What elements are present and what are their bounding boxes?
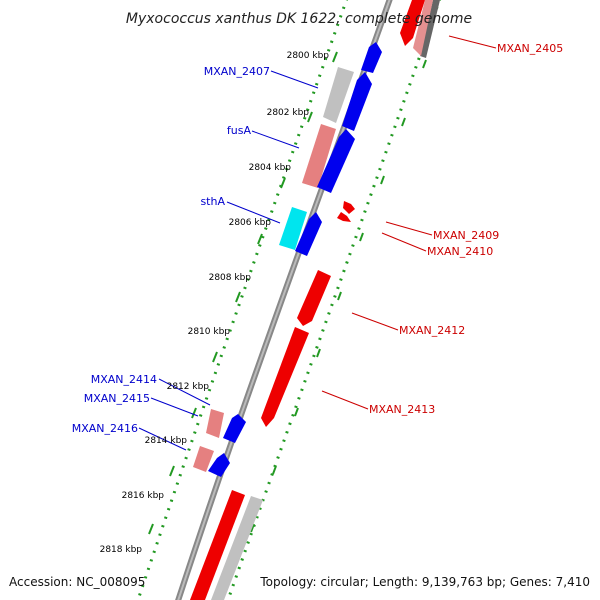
gene-label-sthA[interactable]: sthA: [200, 195, 225, 208]
cds-mxan-2409[interactable]: [343, 201, 355, 214]
gene-label-fusA[interactable]: fusA: [227, 124, 252, 137]
gene-label-mxan-2410[interactable]: MXAN_2410: [427, 245, 493, 258]
cds-mxan-2410[interactable]: [337, 212, 351, 222]
left-leader-lines: [138, 70, 319, 451]
tick-label-2804: 2804 kbp: [249, 163, 292, 173]
cds-lower-red[interactable]: [190, 490, 245, 600]
cds-fusA[interactable]: [317, 129, 355, 193]
gene-label-mxan-2415[interactable]: MXAN_2415: [84, 392, 150, 405]
tick-label-2810: 2810 kbp: [188, 327, 231, 337]
gene-mxan-2405[interactable]: [420, 0, 440, 58]
gene-mxan-2405-shade[interactable]: [413, 0, 433, 56]
cds-upper-blue-1[interactable]: [361, 42, 382, 73]
gene-label-mxan-2409[interactable]: MXAN_2409: [433, 229, 499, 242]
tick-label-2816: 2816 kbp: [122, 491, 165, 501]
gene-mxan-2416[interactable]: [193, 446, 214, 472]
gene-label-mxan-2405[interactable]: MXAN_2405: [497, 42, 563, 55]
cds-mxan-2412[interactable]: [297, 270, 331, 326]
cds-mxan-2407[interactable]: [342, 72, 372, 131]
gene-lower-grey[interactable]: [211, 496, 263, 600]
cds-sthA[interactable]: [295, 212, 322, 256]
tick-label-2800: 2800 kbp: [287, 51, 330, 61]
gene-label-mxan-2407[interactable]: MXAN_2407: [204, 65, 270, 78]
tick-label-2802: 2802 kbp: [267, 108, 310, 118]
inner-ring-tick-marks: [148, 51, 338, 535]
gene-label-mxan-2414[interactable]: MXAN_2414: [91, 373, 157, 386]
gene-fusA[interactable]: [302, 124, 336, 188]
tick-label-2806: 2806 kbp: [229, 218, 272, 228]
tick-label-2818: 2818 kbp: [100, 545, 143, 555]
gene-sthA[interactable]: [279, 207, 307, 250]
gene-label-mxan-2412[interactable]: MXAN_2412: [399, 324, 465, 337]
gene-mxan-2414[interactable]: [206, 409, 224, 438]
cds-mxan-2413[interactable]: [261, 327, 309, 427]
gene-label-mxan-2413[interactable]: MXAN_2413: [369, 403, 435, 416]
cds-mxan-2416[interactable]: [208, 453, 230, 477]
gene-label-mxan-2416[interactable]: MXAN_2416: [72, 422, 138, 435]
cds-mxan-2414[interactable]: [223, 414, 246, 443]
tick-label-2808: 2808 kbp: [209, 273, 252, 283]
right-leader-lines: [321, 35, 497, 410]
outer-dotted-ring: [226, 0, 442, 600]
gene-mxan-2407[interactable]: [323, 67, 354, 123]
tick-label-2812: 2812 kbp: [167, 382, 210, 392]
map-title: Myxococcus xanthus DK 1622, complete gen…: [126, 11, 472, 27]
cds-mxan-2405[interactable]: [400, 0, 425, 46]
tick-label-2814: 2814 kbp: [145, 436, 188, 446]
outer-ring-tick-marks: [250, 59, 427, 533]
genome-summary-text: Topology: circular; Length: 9,139,763 bp…: [259, 575, 590, 589]
accession-text: Accession: NC_008095: [9, 575, 145, 589]
